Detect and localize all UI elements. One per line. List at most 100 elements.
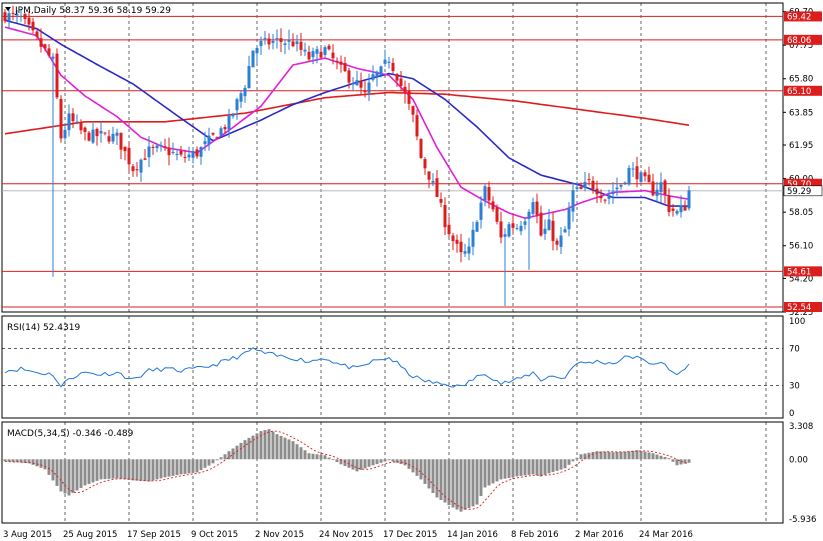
candle-body[interactable] <box>411 106 415 115</box>
candle-body[interactable] <box>515 228 519 230</box>
candle-body[interactable] <box>199 146 203 157</box>
candle-body[interactable] <box>291 41 295 47</box>
candle-body[interactable] <box>459 241 463 253</box>
candle-body[interactable] <box>123 146 127 152</box>
candle-body[interactable] <box>499 221 503 238</box>
candle-body[interactable] <box>431 181 435 183</box>
candle-body[interactable] <box>43 44 47 49</box>
candle-body[interactable] <box>303 49 307 52</box>
candle-body[interactable] <box>655 189 659 196</box>
candle-body[interactable] <box>255 47 259 54</box>
candle-body[interactable] <box>659 182 663 193</box>
candle-body[interactable] <box>267 38 271 45</box>
candle-body[interactable] <box>343 63 347 72</box>
candle-body[interactable] <box>247 66 251 89</box>
candle-body[interactable] <box>583 181 587 189</box>
candle-body[interactable] <box>663 180 667 195</box>
candle-body[interactable] <box>595 188 599 195</box>
candle-body[interactable] <box>187 154 191 158</box>
candle-body[interactable] <box>507 224 511 237</box>
candle-body[interactable] <box>407 90 411 104</box>
candle-body[interactable] <box>423 159 427 169</box>
candle-body[interactable] <box>215 137 219 139</box>
candle-body[interactable] <box>175 154 179 156</box>
candle-body[interactable] <box>99 130 103 134</box>
candle-body[interactable] <box>263 37 267 39</box>
candle-body[interactable] <box>359 80 363 88</box>
candle-body[interactable] <box>31 21 35 31</box>
candle-body[interactable] <box>179 150 183 155</box>
candle-body[interactable] <box>647 174 651 183</box>
candle-body[interactable] <box>335 60 339 62</box>
candle-body[interactable] <box>15 13 19 16</box>
candle-body[interactable] <box>539 212 543 236</box>
candle-body[interactable] <box>551 220 555 242</box>
candle-body[interactable] <box>91 129 95 143</box>
candle-body[interactable] <box>447 224 451 235</box>
candle-body[interactable] <box>667 195 671 212</box>
chevron-down-icon[interactable] <box>5 7 11 11</box>
candle-body[interactable] <box>115 132 119 136</box>
candle-body[interactable] <box>463 251 467 254</box>
candle-body[interactable] <box>7 13 11 21</box>
candle-body[interactable] <box>639 172 643 183</box>
candle-body[interactable] <box>451 235 455 242</box>
candle-body[interactable] <box>219 128 223 136</box>
candle-body[interactable] <box>475 221 479 232</box>
candle-body[interactable] <box>555 240 559 245</box>
candle-body[interactable] <box>443 205 447 228</box>
candle-body[interactable] <box>651 181 655 196</box>
candle-body[interactable] <box>103 132 107 134</box>
candle-body[interactable] <box>283 43 287 45</box>
candle-body[interactable] <box>623 182 627 184</box>
candle-body[interactable] <box>11 12 15 14</box>
candle-body[interactable] <box>119 132 123 150</box>
candle-body[interactable] <box>403 86 407 94</box>
candle-body[interactable] <box>415 115 419 137</box>
candle-body[interactable] <box>487 187 491 201</box>
candle-body[interactable] <box>575 187 579 189</box>
candle-body[interactable] <box>527 211 531 220</box>
candle-body[interactable] <box>79 122 83 131</box>
candle-body[interactable] <box>467 246 471 254</box>
candle-body[interactable] <box>195 149 199 157</box>
candle-body[interactable] <box>87 132 91 141</box>
candle-body[interactable] <box>279 38 283 43</box>
candle-body[interactable] <box>235 99 239 111</box>
candle-body[interactable] <box>511 223 515 228</box>
candle-body[interactable] <box>207 135 211 145</box>
candle-body[interactable] <box>559 235 563 247</box>
candle-body[interactable] <box>371 74 375 80</box>
candle-body[interactable] <box>439 199 443 203</box>
candle-body[interactable] <box>679 205 683 213</box>
candle-body[interactable] <box>3 12 7 22</box>
candle-body[interactable] <box>59 98 63 139</box>
candle-body[interactable] <box>47 48 51 56</box>
candle-body[interactable] <box>391 62 395 72</box>
candle-body[interactable] <box>627 167 631 185</box>
candle-body[interactable] <box>55 53 59 98</box>
candle-body[interactable] <box>563 229 567 233</box>
candle-body[interactable] <box>111 133 115 142</box>
candle-body[interactable] <box>631 168 635 170</box>
candle-body[interactable] <box>327 45 331 50</box>
candle-body[interactable] <box>243 87 247 97</box>
candle-body[interactable] <box>155 145 159 149</box>
candle-body[interactable] <box>535 201 539 216</box>
candle-body[interactable] <box>611 191 615 195</box>
candle-body[interactable] <box>23 13 27 19</box>
candle-body[interactable] <box>227 115 231 130</box>
candle-body[interactable] <box>295 41 299 45</box>
candle-body[interactable] <box>191 151 195 158</box>
candle-body[interactable] <box>503 234 507 237</box>
candle-body[interactable] <box>419 138 423 158</box>
candle-body[interactable] <box>675 211 679 214</box>
candle-body[interactable] <box>131 166 135 172</box>
candle-body[interactable] <box>455 239 459 244</box>
candle-body[interactable] <box>351 83 355 85</box>
candle-body[interactable] <box>495 207 499 222</box>
candle-body[interactable] <box>367 82 371 93</box>
candle-body[interactable] <box>163 146 167 148</box>
candle-body[interactable] <box>95 128 99 137</box>
candle-body[interactable] <box>287 39 291 42</box>
